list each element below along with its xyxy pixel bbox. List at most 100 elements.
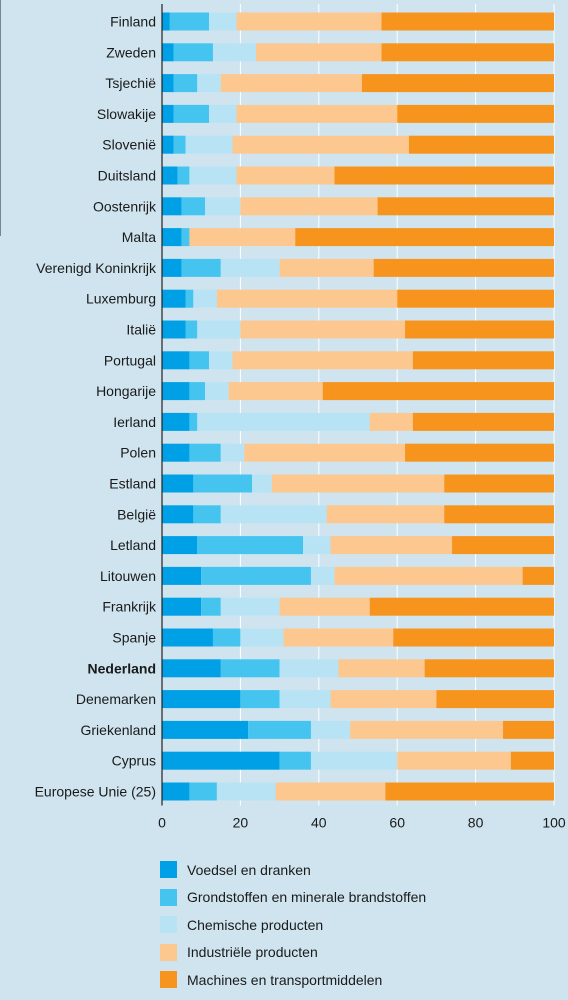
- category-label: Portugal: [104, 352, 156, 368]
- bar-segment: [350, 720, 504, 739]
- bar-segment: [201, 597, 221, 616]
- legend-label: Industriële producten: [187, 944, 318, 961]
- category-label: Luxemburg: [86, 291, 156, 307]
- bar-segment: [162, 12, 170, 31]
- bar-segment: [162, 228, 182, 247]
- category-label: Litouwen: [100, 568, 156, 584]
- bar-segment: [162, 412, 190, 431]
- category-label: Malta: [122, 229, 156, 245]
- bar-segment: [162, 628, 213, 647]
- legend-item: Grondstoffen en minerale brandstoffen: [160, 884, 426, 912]
- category-label: Europese Unie (25): [35, 784, 156, 800]
- bar-segment: [193, 474, 253, 493]
- bar-segment: [220, 505, 327, 524]
- bar-segment: [436, 690, 554, 709]
- x-tick-label: 0: [158, 815, 166, 831]
- bar-segment: [444, 505, 554, 524]
- bar-segment: [310, 720, 351, 739]
- bar-segment: [338, 659, 425, 678]
- bar-segment: [397, 104, 554, 123]
- legend-item: Industriële producten: [160, 939, 426, 967]
- bar-segment: [212, 628, 241, 647]
- bar-segment: [197, 536, 304, 555]
- bar-segment: [162, 135, 174, 154]
- bar-segment: [232, 135, 409, 154]
- bar-segment: [189, 382, 206, 401]
- bar-segment: [397, 751, 511, 770]
- bar-segment: [162, 443, 190, 462]
- bar-segment: [181, 197, 206, 216]
- bar-segment: [162, 320, 186, 339]
- bar-segment: [185, 320, 198, 339]
- stacked-bar-chart: Finland Zweden Tsjechië Slowakije Slovenië Du…: [0, 0, 566, 831]
- bar-segment: [162, 566, 202, 585]
- bar-segment: [381, 12, 554, 31]
- legend-swatch: [160, 916, 177, 934]
- x-tick-label: 100: [542, 815, 566, 831]
- bar-segment: [381, 43, 554, 62]
- bar-segment: [185, 135, 233, 154]
- category-label: Ierland: [113, 414, 156, 430]
- bar-segment: [162, 659, 221, 678]
- bar-segment: [220, 597, 280, 616]
- category-label: Oostenrijk: [93, 198, 157, 214]
- bar-segment: [162, 505, 194, 524]
- bar-segment: [189, 351, 210, 370]
- legend-swatch: [160, 888, 177, 906]
- bar-segment: [181, 258, 221, 277]
- bar-segment: [369, 597, 554, 616]
- bar-segment: [189, 412, 198, 431]
- bar-segment: [169, 12, 210, 31]
- bar-segment: [503, 720, 554, 739]
- bar-segment: [522, 566, 554, 585]
- bar-segment: [209, 351, 233, 370]
- category-label: Zweden: [106, 44, 156, 60]
- bar-segment: [236, 12, 382, 31]
- bar-segment: [369, 412, 413, 431]
- bar-segment: [310, 566, 335, 585]
- x-tick-label: 20: [233, 815, 249, 831]
- bar-segment: [279, 659, 339, 678]
- bar-segment: [252, 474, 272, 493]
- bar-segment: [397, 289, 554, 308]
- bar-segment: [330, 690, 437, 709]
- category-label: Frankrijk: [102, 599, 157, 615]
- bar-segment: [510, 751, 554, 770]
- category-label: België: [117, 506, 156, 522]
- category-label: Cyprus: [112, 753, 156, 769]
- category-label: Nederland: [88, 660, 156, 676]
- bar-segment: [412, 412, 554, 431]
- category-label: Denemarken: [76, 691, 156, 707]
- category-label: Spanje: [112, 630, 156, 646]
- bar-segment: [205, 382, 229, 401]
- bar-segment: [162, 690, 241, 709]
- bar-segment: [271, 474, 445, 493]
- bar-segment: [162, 597, 202, 616]
- category-label: Tsjechië: [105, 75, 156, 91]
- bar-segment: [220, 74, 362, 93]
- bar-segment: [220, 659, 280, 678]
- bar-segment: [162, 751, 280, 770]
- bar-segment: [240, 320, 406, 339]
- bar-segment: [240, 690, 280, 709]
- bar-segment: [275, 782, 386, 801]
- bar-segment: [405, 320, 554, 339]
- bar-segment: [162, 382, 190, 401]
- bar-segment: [162, 720, 249, 739]
- bar-segment: [236, 166, 335, 185]
- bar-segment: [361, 74, 554, 93]
- bar-segment: [162, 289, 186, 308]
- bar-segment: [283, 628, 394, 647]
- bar-segment: [295, 228, 554, 247]
- legend-label: Voedsel en dranken: [187, 861, 311, 878]
- bar-segment: [424, 659, 554, 678]
- bar-segment: [162, 104, 174, 123]
- legend-label: Grondstoffen en minerale brandstoffen: [187, 889, 427, 906]
- bar-segment: [405, 443, 554, 462]
- bar-segment: [216, 782, 276, 801]
- bar-segment: [162, 166, 178, 185]
- bar-segment: [444, 474, 554, 493]
- bar-segment: [244, 443, 406, 462]
- bar-segment: [232, 351, 413, 370]
- bar-segment: [162, 474, 194, 493]
